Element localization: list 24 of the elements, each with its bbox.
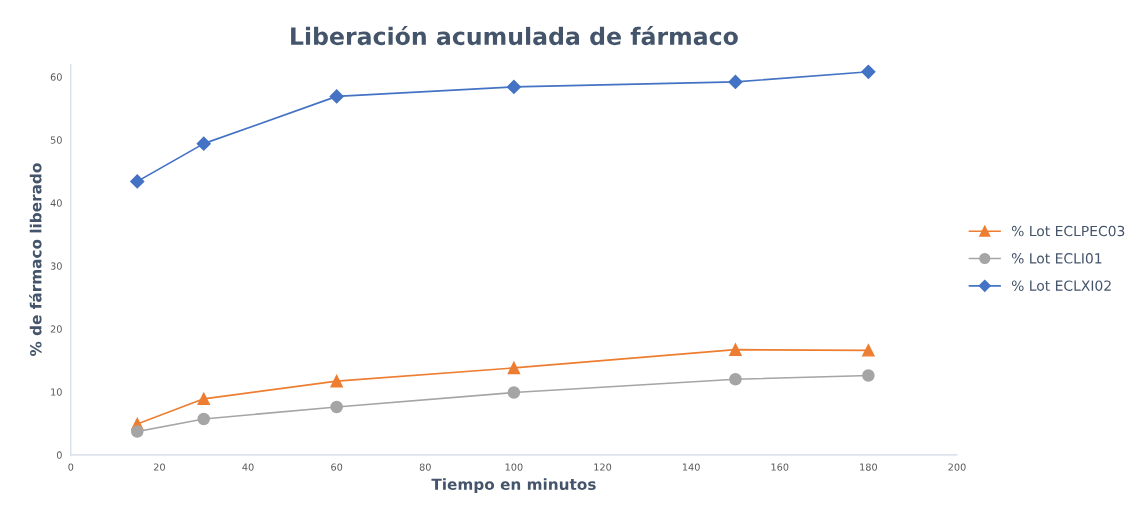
x-tick-label: 80 xyxy=(419,463,431,471)
x-tick-label: 180 xyxy=(860,463,878,471)
x-tick-label: 120 xyxy=(594,463,612,471)
x-tick-label: 160 xyxy=(771,463,789,471)
chart-title: Liberación acumulada de fármaco xyxy=(291,25,738,46)
x-tick-label: 200 xyxy=(948,463,966,471)
x-tick-label: 40 xyxy=(242,463,254,471)
y-tick-label: 20 xyxy=(50,325,62,333)
x-tick-label: 100 xyxy=(505,463,523,471)
x-tick-label: 60 xyxy=(331,463,343,471)
y-tick-label: 30 xyxy=(50,262,62,270)
legend-label: % Lot ECLXI02 xyxy=(1011,280,1111,291)
x-axis-title: Tiempo en minutos xyxy=(431,478,596,493)
y-axis-title: % de fármaco liberado xyxy=(29,163,42,357)
y-tick-label: 50 xyxy=(50,136,62,144)
x-tick-label: 20 xyxy=(153,463,165,471)
y-tick-label: 0 xyxy=(56,451,62,459)
y-tick-label: 60 xyxy=(50,73,62,81)
y-tick-label: 10 xyxy=(51,388,62,396)
x-tick-label: 0 xyxy=(68,463,74,471)
legend-label: % Lot ECLPEC03 xyxy=(1011,225,1125,237)
legend-label: % Lot ECLI01 xyxy=(1011,253,1102,264)
y-tick-label: 40 xyxy=(50,199,62,207)
x-tick-label: 140 xyxy=(682,463,700,471)
